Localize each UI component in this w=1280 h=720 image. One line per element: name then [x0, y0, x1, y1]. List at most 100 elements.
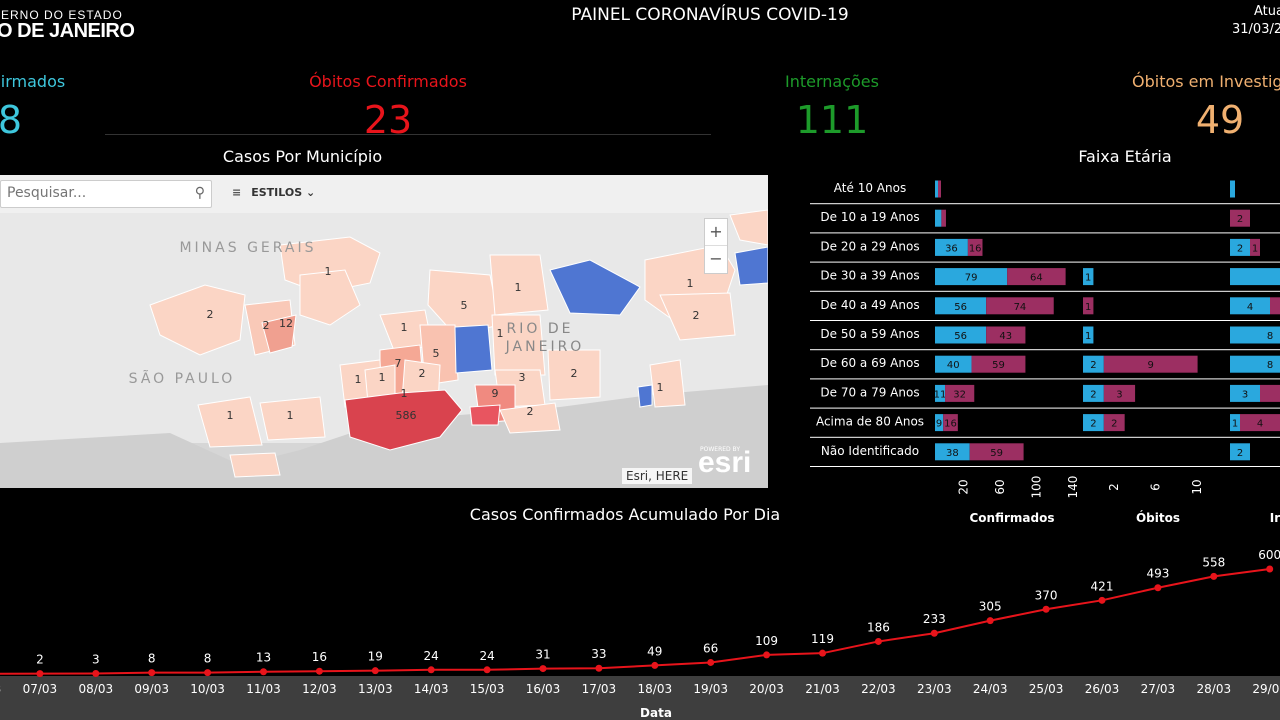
case-count-label: 1: [657, 381, 664, 394]
esri-logo: esri: [698, 446, 752, 479]
age-category-label: De 30 a 39 Anos: [820, 269, 919, 283]
case-count-label: 7: [395, 357, 402, 370]
powered-by-label: POWERED BY: [700, 446, 741, 453]
age-bar-segment: [941, 209, 946, 227]
case-count-label: 9: [492, 387, 499, 400]
kpi-investigation-value: 49: [1195, 98, 1245, 142]
place-label: SÃO PAULO: [129, 370, 236, 387]
age-bar-segment: [1230, 209, 1250, 227]
line-series: [0, 568, 1270, 675]
age-panel-title: Ir: [1270, 511, 1280, 525]
case-count-label: 2: [207, 308, 214, 321]
age-bar-segment: [1270, 297, 1280, 315]
age-category-label: De 50 a 59 Anos: [820, 327, 919, 341]
age-bar-value: 3: [1116, 389, 1122, 400]
line-point: [427, 666, 435, 674]
kpi-deaths-value: 23: [363, 98, 413, 142]
age-bar-segment: [967, 238, 983, 256]
age-bar-value: 3: [1242, 389, 1248, 400]
case-count-label: 1: [515, 281, 522, 294]
styles-button[interactable]: ≡ ESTILOS ⌄: [232, 186, 315, 199]
age-axis-tick: 100: [1029, 476, 1043, 499]
layers-icon: ≡: [232, 186, 242, 199]
age-category-label: De 10 a 19 Anos: [820, 210, 919, 224]
age-bar-segment: [935, 238, 968, 256]
age-row-separator: [810, 466, 1280, 467]
updated-label: Atua: [1254, 4, 1280, 19]
age-category-label: De 20 a 29 Anos: [820, 239, 919, 253]
logo-line1: VERNO DO ESTADO: [0, 8, 123, 22]
zoom-in-button[interactable]: +: [705, 219, 727, 246]
age-bar-value: 64: [1030, 273, 1043, 284]
age-bar-segment: [1007, 268, 1066, 286]
age-bar-segment: [1250, 238, 1260, 256]
case-count-label: 2: [571, 367, 578, 380]
age-bar-segment: [1083, 414, 1104, 432]
kpi-deaths-label: Óbitos Confirmados: [309, 72, 467, 91]
age-axis-tick: 6: [1149, 483, 1163, 491]
line-point: [874, 637, 882, 645]
age-bar-value: 2: [1090, 389, 1096, 400]
line-data-label: 33: [591, 647, 606, 661]
age-row-separator: [810, 232, 1280, 234]
line-data-label: 233: [923, 612, 946, 626]
age-category-label: De 40 a 49 Anos: [820, 298, 919, 312]
styles-label: ESTILOS: [251, 186, 303, 199]
age-bar-value: 59: [992, 360, 1005, 371]
kpi-divider: [105, 134, 711, 135]
case-count-label: 1: [497, 327, 504, 340]
age-bar-value: 56: [954, 302, 967, 313]
line-point: [1266, 565, 1274, 573]
line-point: [595, 664, 603, 672]
age-bar-value: 1: [1085, 302, 1091, 313]
line-data-label: 186: [867, 620, 890, 634]
case-count-label: 586: [396, 409, 417, 422]
search-icon[interactable]: ⚲: [194, 185, 205, 201]
age-bar-segment: [1230, 384, 1260, 402]
age-bar-segment: [1083, 268, 1094, 286]
line-data-label: 8: [148, 652, 156, 666]
map-attribution[interactable]: Esri, HERE: [622, 468, 693, 484]
line-data-label: 19: [368, 650, 383, 664]
line-point: [260, 668, 267, 676]
age-bar-segment: [935, 209, 942, 227]
chevron-down-icon: ⌄: [306, 186, 316, 199]
line-chart-title: Casos Confirmados Acumulado Por Dia: [469, 505, 781, 524]
age-bar-segment: [986, 326, 1026, 344]
age-bar-value: 74: [1014, 302, 1027, 313]
case-count-label: 2: [419, 367, 426, 380]
line-data-label: 370: [1035, 588, 1058, 602]
age-row-separator: [810, 378, 1280, 380]
age-bar-segment: [943, 414, 958, 432]
age-bar-value: 2: [1090, 419, 1096, 430]
map-title: Casos Por Município: [222, 147, 383, 166]
line-point: [315, 667, 323, 675]
age-axis-tick: 20: [956, 479, 970, 494]
age-bar-segment: [1083, 297, 1094, 315]
line-point: [483, 666, 491, 674]
age-bar-value: 1: [1252, 243, 1258, 254]
kpi-hospital-label: Internações: [785, 72, 879, 91]
age-bar-segment: [935, 326, 987, 344]
age-bar-segment: [1083, 384, 1104, 402]
search-box[interactable]: ⚲: [0, 180, 212, 208]
age-bar-segment: [935, 355, 972, 373]
search-input[interactable]: [1, 181, 177, 205]
age-bar-segment: [986, 297, 1054, 315]
age-category-label: Até 10 Anos: [834, 181, 906, 195]
line-point: [930, 629, 938, 637]
line-data-label: 305: [979, 600, 1002, 614]
age-bar-segment: [1083, 355, 1104, 373]
line-data-label: 49: [647, 644, 662, 658]
age-bar-segment: [935, 443, 970, 461]
kpi-investigation-label: Óbitos em Investiga: [1132, 72, 1280, 91]
logo-line2: IO DE JANEIRO: [0, 20, 135, 42]
age-bar-segment: [1230, 268, 1280, 286]
line-data-label: 493: [1146, 567, 1169, 581]
kpi-cases-value: 8: [0, 98, 23, 142]
age-category-label: De 60 a 69 Anos: [820, 356, 919, 370]
zoom-out-button[interactable]: −: [709, 249, 723, 268]
age-bar-value: 2: [1237, 243, 1243, 254]
age-bar-segment: [1230, 297, 1270, 315]
